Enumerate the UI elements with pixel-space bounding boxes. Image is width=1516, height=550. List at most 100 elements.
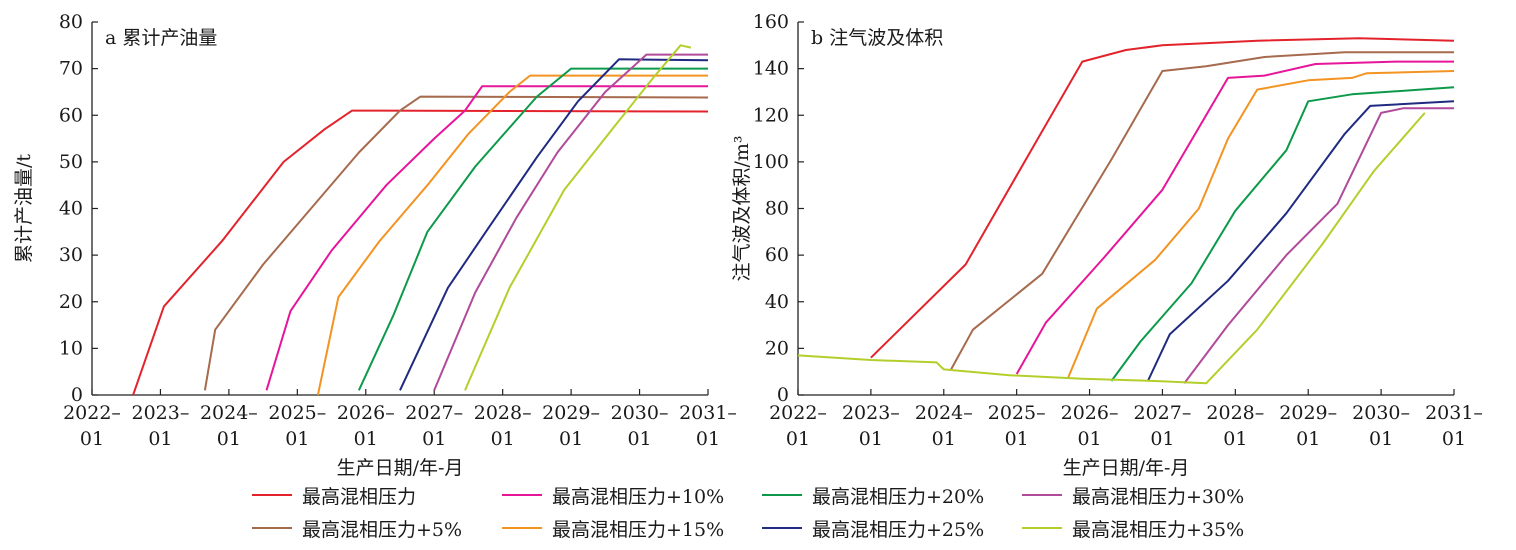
y-tick-label: 10: [59, 337, 83, 359]
series-line: [265, 85, 708, 391]
legend-swatch: [252, 494, 292, 496]
legend-label: 最高混相压力+20%: [812, 485, 985, 508]
x-tick-label: 01: [217, 428, 241, 450]
y-tick-label: 0: [71, 384, 83, 406]
x-tick-label: 01: [354, 428, 378, 450]
legend-item: 最高混相压力+30%: [1022, 482, 1244, 508]
x-tick-label: 2030–: [611, 402, 669, 424]
series-line: [1066, 70, 1455, 380]
x-tick-label: 2031–: [679, 402, 737, 424]
y-tick-label: 100: [753, 151, 789, 173]
x-tick-label: 2027–: [1134, 402, 1192, 424]
x-tick-label: 01: [1442, 428, 1466, 450]
x-tick-label: 01: [491, 428, 515, 450]
x-tick-label: 01: [1077, 428, 1101, 450]
legend-swatch: [502, 494, 542, 496]
legend-item: 最高混相压力+20%: [762, 482, 984, 508]
y-tick-label: 40: [59, 198, 83, 220]
legend-item: 最高混相压力+35%: [1022, 515, 1244, 541]
y-tick-label: 20: [59, 291, 83, 313]
legend-swatch: [1022, 527, 1062, 529]
legend-label: 最高混相压力+25%: [812, 518, 985, 541]
x-tick-label: 2026–: [1061, 402, 1119, 424]
y-axis-label: 累计产油量/t: [13, 154, 35, 263]
series-line: [797, 112, 1426, 385]
charts-canvas: 010203040506070802022–012023–012024–0120…: [13, 11, 1483, 479]
x-tick-label: 2029–: [542, 402, 600, 424]
x-tick-label: 01: [80, 428, 104, 450]
x-tick-label: 2029–: [1279, 402, 1337, 424]
legend-label: 最高混相压力+35%: [1072, 518, 1245, 541]
x-tick-label: 01: [932, 428, 956, 450]
legend-swatch: [252, 527, 292, 529]
series-line: [399, 58, 709, 391]
x-tick-label: 01: [1150, 428, 1174, 450]
x-tick-label: 2026–: [337, 402, 395, 424]
x-tick-label: 2024–: [200, 402, 258, 424]
legend-swatch: [762, 494, 802, 496]
legend-item: 最高混相压力: [252, 482, 416, 508]
x-tick-label: 01: [859, 428, 883, 450]
y-tick-label: 160: [753, 11, 789, 33]
x-tick-label: 2024–: [915, 402, 973, 424]
x-tick-label: 2030–: [1352, 402, 1410, 424]
legend: 最高混相压力 最高混相压力+10% 最高混相压力+20% 最高混相压力+30% …: [0, 482, 1516, 546]
legend-item: 最高混相压力+25%: [762, 515, 984, 541]
y-tick-label: 80: [765, 198, 789, 220]
x-tick-label: 01: [1296, 428, 1320, 450]
legend-label: 最高混相压力+10%: [552, 485, 725, 508]
x-tick-label: 01: [1223, 428, 1247, 450]
y-tick-label: 60: [59, 104, 83, 126]
x-tick-label: 2031–: [1425, 402, 1483, 424]
legend-label: 最高混相压力+5%: [302, 518, 463, 541]
x-tick-label: 01: [559, 428, 583, 450]
y-axis-label: 注气波及体积/m³: [731, 135, 753, 281]
y-tick-label: 80: [59, 11, 83, 33]
series-line: [950, 51, 1454, 370]
x-tick-label: 01: [696, 428, 720, 450]
x-tick-label: 2022–: [63, 402, 121, 424]
legend-item: 最高混相压力+10%: [502, 482, 724, 508]
x-tick-label: 2025–: [988, 402, 1046, 424]
x-tick-label: 2022–: [769, 402, 827, 424]
panel-title: a 累计产油量: [105, 27, 217, 49]
legend-label: 最高混相压力: [302, 485, 417, 508]
y-tick-label: 50: [59, 151, 83, 173]
series-line: [870, 37, 1455, 359]
x-axis-label: 生产日期/年-月: [1063, 457, 1190, 479]
chart-b: 0 20 40 60 80 100 120 140 160 2022– 01 2023– 01 2024–…: [731, 11, 1483, 479]
y-tick-label: 0: [777, 384, 789, 406]
x-tick-label: 2028–: [1206, 402, 1264, 424]
x-tick-label: 2025–: [268, 402, 326, 424]
x-tick-label: 01: [422, 428, 446, 450]
x-axis-label: 生产日期/年-月: [337, 457, 464, 479]
y-tick-label: 20: [765, 337, 789, 359]
x-tick-label: 01: [1005, 428, 1029, 450]
y-tick-label: 140: [753, 58, 789, 80]
legend-swatch: [1022, 494, 1062, 496]
x-tick-label: 01: [148, 428, 172, 450]
y-tick-label: 60: [765, 244, 789, 266]
chart-a: 010203040506070802022–012023–012024–0120…: [13, 11, 737, 479]
x-tick-label: 01: [786, 428, 810, 450]
x-tick-label: 01: [285, 428, 309, 450]
x-tick-label: 2023–: [132, 402, 190, 424]
series-line: [1183, 107, 1454, 384]
series-line: [132, 109, 709, 396]
x-tick-label: 2028–: [474, 402, 532, 424]
series-line: [357, 67, 708, 391]
legend-label: 最高混相压力+15%: [552, 518, 725, 541]
y-tick-label: 120: [753, 104, 789, 126]
legend-item: 最高混相压力+15%: [502, 515, 724, 541]
series-line: [1146, 100, 1455, 382]
y-tick-label: 70: [59, 58, 83, 80]
x-tick-label: 01: [1369, 428, 1393, 450]
series-line: [316, 74, 708, 396]
legend-label: 最高混相压力+30%: [1072, 485, 1245, 508]
series-line: [203, 95, 709, 391]
x-tick-label: 2023–: [842, 402, 900, 424]
legend-item: 最高混相压力+5%: [252, 515, 462, 541]
series-line: [1015, 60, 1454, 375]
x-tick-label: 2027–: [405, 402, 463, 424]
